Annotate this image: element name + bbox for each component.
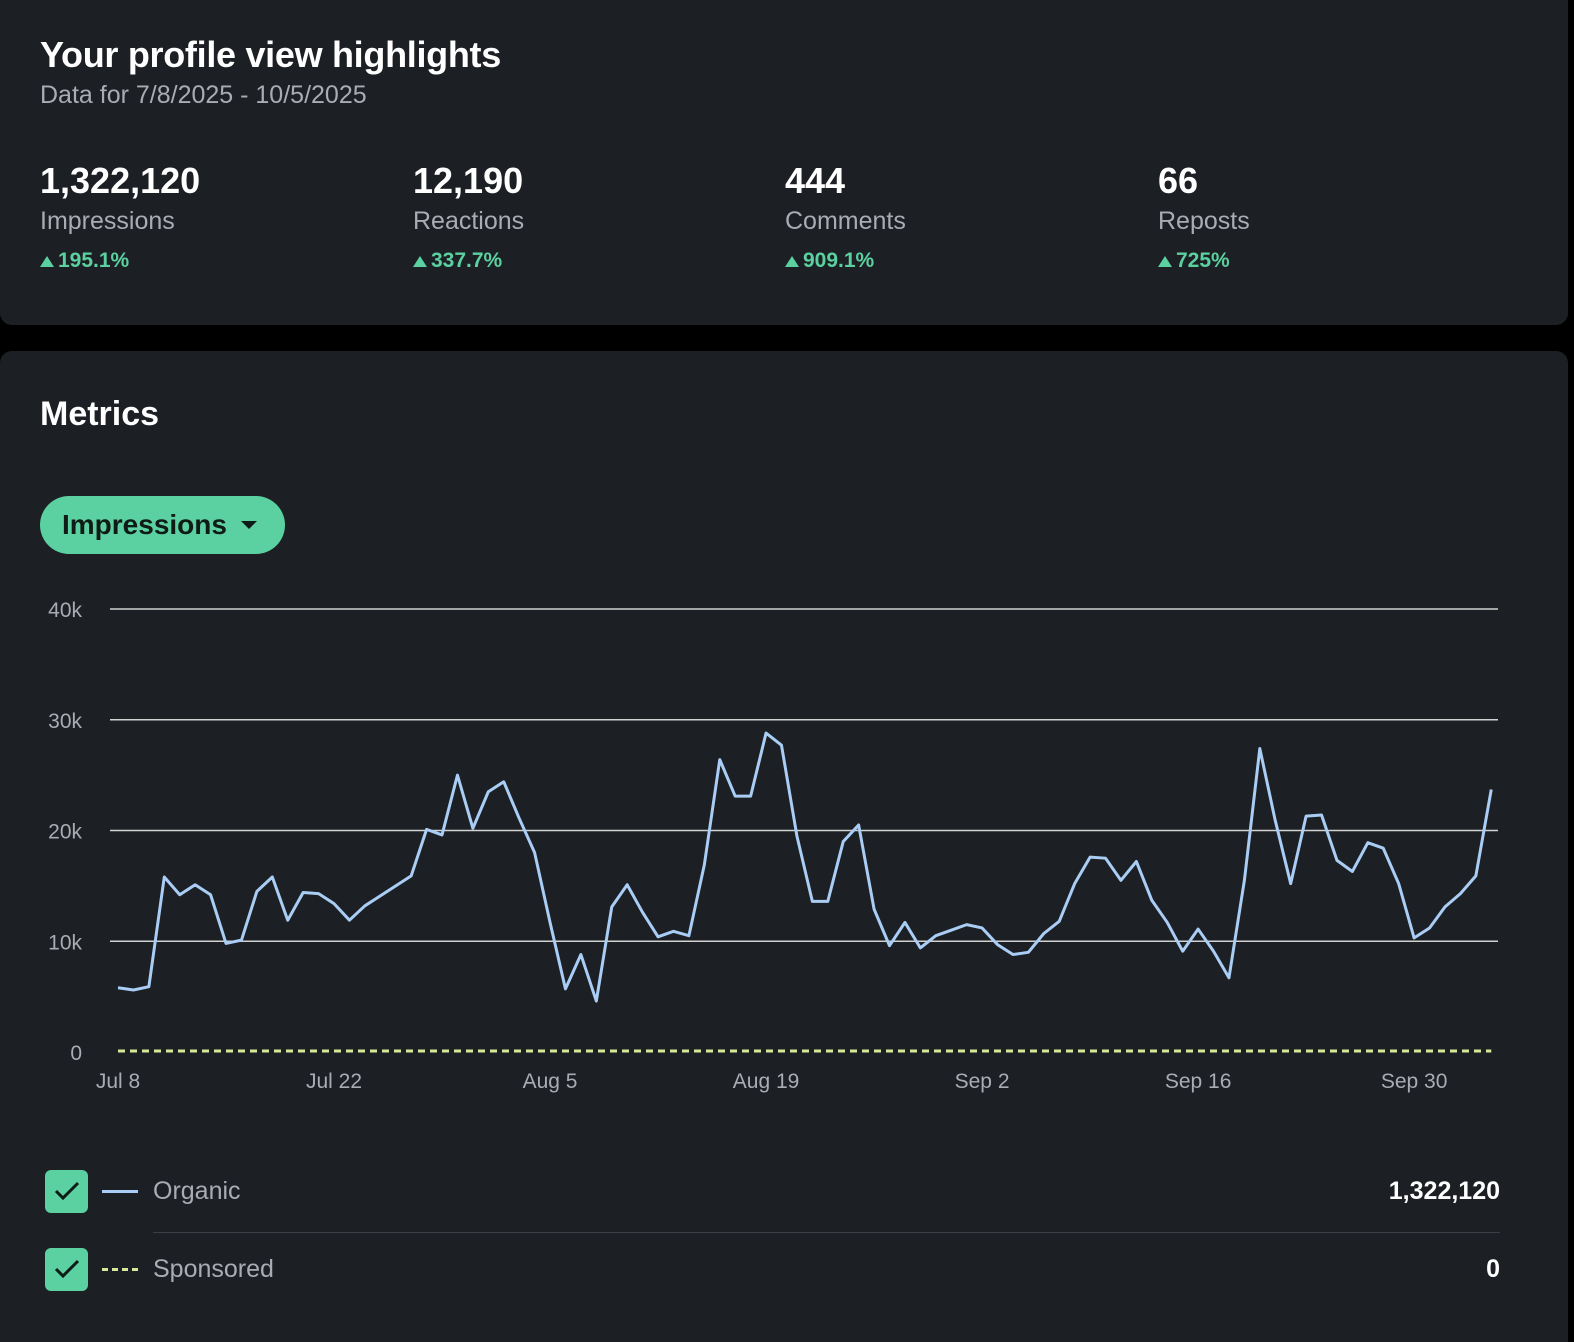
impressions-line-chart: 0 10k 20k 30k 40k Jul 8 Jul 22 Aug 5 Aug 19 Sep 2… [48, 599, 1498, 1093]
x-tick-label: Jul 22 [306, 1070, 362, 1093]
triangle-up-icon [413, 255, 427, 267]
stat-label: Reposts [1158, 207, 1250, 235]
stat-label: Reactions [413, 207, 525, 235]
legend-label: Organic [153, 1176, 241, 1205]
sponsored-line-swatch [102, 1267, 138, 1271]
stat-value: 444 [785, 160, 846, 201]
stat-change: 909.1% [785, 248, 1145, 274]
organic-series-line [117, 731, 1493, 1003]
y-tick-label: 30k [48, 710, 82, 733]
legend-divider [153, 1232, 1500, 1233]
highlights-card: Your profile view highlights Data for 7/… [0, 0, 1568, 325]
stat-impressions[interactable]: 1,322,120 Impressions 195.1% [40, 160, 400, 274]
y-tick-label: 0 [70, 1042, 82, 1065]
x-tick-label: Sep 30 [1381, 1070, 1448, 1093]
stat-change-value: 725% [1176, 249, 1230, 272]
stat-change-value: 909.1% [803, 249, 875, 272]
checkmark-icon [54, 1259, 79, 1279]
legend-label: Sponsored [153, 1254, 274, 1283]
metrics-title: Metrics [40, 395, 160, 433]
organic-line-swatch [102, 1189, 138, 1193]
legend-value: 1,322,120 [1388, 1176, 1500, 1205]
highlights-title: Your profile view highlights [40, 34, 501, 75]
triangle-up-icon [1158, 255, 1172, 267]
stat-label: Impressions [40, 207, 175, 235]
x-tick-label: Aug 19 [733, 1070, 800, 1093]
legend-value: 0 [1486, 1254, 1500, 1283]
organic-checkbox[interactable] [45, 1169, 88, 1213]
legend-item-organic: Organic 1,322,120 [45, 1161, 1500, 1221]
stat-change-value: 195.1% [58, 249, 130, 272]
x-tick-label: Jul 8 [96, 1070, 140, 1093]
highlights-date-range: Data for 7/8/2025 - 10/5/2025 [40, 81, 367, 109]
x-tick-label: Aug 5 [523, 1070, 578, 1093]
checkmark-icon [54, 1181, 79, 1201]
stat-change: 725% [1158, 248, 1518, 274]
stat-value: 66 [1158, 160, 1199, 201]
y-tick-label: 20k [48, 821, 82, 844]
legend-item-sponsored: Sponsored 0 [45, 1239, 1500, 1299]
sponsored-checkbox[interactable] [45, 1247, 88, 1291]
stat-change-value: 337.7% [431, 249, 503, 272]
stat-reposts[interactable]: 66 Reposts 725% [1158, 160, 1518, 274]
metric-dropdown-label: Impressions [62, 509, 227, 540]
stat-change: 195.1% [40, 248, 400, 274]
y-tick-label: 40k [48, 599, 82, 622]
stat-value: 1,322,120 [40, 160, 201, 201]
stat-value: 12,190 [413, 160, 524, 201]
stat-change: 337.7% [413, 248, 773, 274]
x-tick-label: Sep 16 [1165, 1070, 1232, 1093]
stat-label: Comments [785, 207, 906, 235]
triangle-up-icon [785, 255, 799, 267]
triangle-up-icon [40, 255, 54, 267]
stats-row: 1,322,120 Impressions 195.1% 12,190 Reac… [40, 160, 1540, 280]
y-tick-label: 10k [48, 931, 82, 954]
stat-reactions[interactable]: 12,190 Reactions 337.7% [413, 160, 773, 274]
stat-comments[interactable]: 444 Comments 909.1% [785, 160, 1145, 274]
caret-down-icon [240, 521, 257, 529]
x-tick-label: Sep 2 [955, 1070, 1010, 1093]
metrics-card: Metrics Impressions 0 10k 20k 30k 40k Jul 8 Ju… [0, 351, 1568, 1342]
metric-dropdown[interactable]: Impressions [40, 496, 285, 554]
